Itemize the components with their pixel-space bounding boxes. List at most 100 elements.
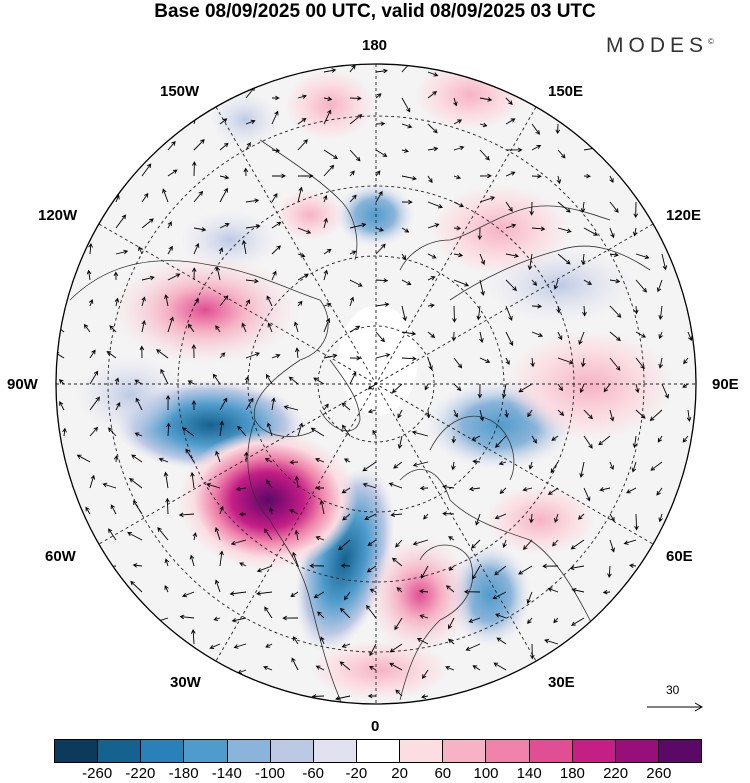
wind-vector-arrow bbox=[493, 662, 507, 671]
wind-vector-arrow bbox=[528, 461, 534, 470]
wind-vector-arrow bbox=[453, 145, 465, 151]
wind-vector-arrow bbox=[219, 505, 224, 515]
wind-vector-arrow bbox=[570, 539, 585, 550]
wind-vector-arrow bbox=[323, 269, 329, 281]
wind-vector-arrow bbox=[297, 94, 307, 99]
wind-vector-arrow bbox=[167, 221, 172, 229]
wind-vector-arrow bbox=[687, 331, 693, 342]
lon-label-60e: 60E bbox=[666, 548, 693, 565]
wind-vector-arrow bbox=[427, 253, 437, 259]
wind-vector-arrow bbox=[166, 422, 171, 437]
wind-vector-arrow bbox=[401, 279, 412, 286]
wind-vector-arrow bbox=[164, 585, 169, 593]
wind-vector-arrow bbox=[579, 383, 585, 394]
colorbar-tick-label: -100 bbox=[254, 765, 286, 782]
wind-vector-arrow bbox=[297, 139, 308, 151]
wind-vector-arrow bbox=[349, 170, 355, 177]
wind-vector-arrow bbox=[349, 355, 362, 361]
wind-vector-arrow bbox=[315, 536, 325, 541]
wind-vector-arrow bbox=[349, 371, 357, 385]
wind-vector-arrow bbox=[214, 527, 221, 541]
wind-vector-arrow bbox=[451, 461, 456, 471]
wind-vector-arrow bbox=[191, 344, 197, 359]
wind-vector-arrow bbox=[83, 323, 91, 333]
wind-vector-arrow bbox=[388, 482, 403, 489]
wind-vector-arrow bbox=[115, 249, 129, 255]
wind-vector-arrow bbox=[62, 427, 67, 437]
wind-vector-arrow bbox=[553, 617, 559, 624]
wind-vector-arrow bbox=[656, 487, 663, 496]
wind-vector-arrow bbox=[167, 245, 173, 255]
wind-vector-arrow bbox=[362, 461, 377, 472]
wind-vector-arrow bbox=[397, 435, 403, 450]
wind-vector-arrow bbox=[109, 325, 117, 333]
wind-vector-arrow bbox=[215, 325, 221, 333]
wind-vector-arrow bbox=[215, 266, 221, 281]
wind-vector-arrow bbox=[661, 383, 669, 399]
wind-vector-arrow bbox=[557, 409, 565, 416]
wind-vector-arrow bbox=[193, 139, 205, 151]
wind-vector-arrow bbox=[339, 661, 351, 671]
wind-vector-arrow bbox=[157, 527, 169, 541]
wind-vector-arrow bbox=[393, 461, 403, 469]
wind-vector-arrow bbox=[340, 563, 351, 569]
wind-vector-arrow bbox=[132, 563, 143, 568]
anomaly-high-canada bbox=[110, 255, 300, 365]
wind-vector-arrow bbox=[349, 222, 367, 229]
wind-vector-arrow bbox=[658, 513, 663, 523]
wind-vector-arrow bbox=[401, 64, 413, 73]
wind-vector-arrow bbox=[394, 617, 403, 631]
colorbar-tick-label: 20 bbox=[391, 765, 408, 782]
wind-vector-arrow bbox=[158, 457, 169, 463]
wind-vector-arrow bbox=[401, 97, 411, 113]
wind-vector-arrow bbox=[427, 331, 436, 339]
wind-vector-arrow bbox=[375, 93, 382, 99]
wind-vector-arrow bbox=[496, 637, 507, 645]
wind-vector-arrow bbox=[682, 383, 689, 388]
wind-vector-arrow bbox=[215, 450, 221, 463]
wind-vector-arrow bbox=[313, 377, 325, 385]
wind-vector-arrow bbox=[349, 279, 363, 287]
colorbar-tick-label: -180 bbox=[168, 765, 199, 782]
wind-vector-arrow bbox=[656, 279, 663, 293]
wind-vector-arrow bbox=[401, 305, 407, 322]
wind-vector-arrow bbox=[529, 201, 534, 216]
wind-vector-arrow bbox=[139, 345, 145, 359]
wind-vector-arrow bbox=[609, 409, 615, 422]
wind-vector-arrow bbox=[343, 591, 351, 601]
wind-vector-arrow bbox=[397, 409, 403, 419]
wind-vector-arrow bbox=[323, 353, 338, 359]
wind-vector-arrow bbox=[323, 403, 329, 411]
wind-vector-arrow bbox=[233, 643, 247, 649]
wind-vector-arrow bbox=[609, 331, 621, 342]
wind-vector-arrow bbox=[494, 565, 507, 576]
wind-vector-arrow bbox=[557, 383, 563, 392]
wind-vector-arrow bbox=[453, 225, 462, 231]
colorbar-tick-label: 100 bbox=[473, 765, 499, 782]
wind-vector-arrow bbox=[479, 409, 485, 422]
wind-vector-arrow bbox=[134, 432, 143, 437]
wind-vector-arrow bbox=[163, 471, 169, 489]
wind-vector-arrow bbox=[479, 331, 484, 344]
wind-vector-arrow bbox=[395, 539, 403, 548]
wind-vector-arrow bbox=[453, 201, 464, 208]
wind-vector-arrow bbox=[272, 95, 280, 101]
wind-vector-arrow bbox=[635, 279, 648, 293]
wind-vector-arrow bbox=[294, 475, 300, 489]
wind-vector-arrow bbox=[583, 173, 591, 179]
wind-vector-arrow bbox=[495, 613, 507, 619]
wind-vector-arrow bbox=[453, 174, 461, 180]
wind-vector-arrow bbox=[141, 319, 146, 333]
colorbar-swatch bbox=[615, 740, 659, 762]
wind-vector-arrow bbox=[522, 487, 533, 492]
wind-vector-arrow bbox=[263, 665, 273, 671]
wind-vector-arrow bbox=[531, 123, 540, 135]
wind-vector-arrow bbox=[531, 174, 542, 179]
wind-vector-arrow bbox=[448, 536, 455, 541]
wind-vector-arrow bbox=[178, 512, 195, 518]
wind-vector-arrow bbox=[557, 149, 566, 159]
wind-vector-arrow bbox=[412, 539, 429, 546]
wind-vector-arrow bbox=[367, 539, 377, 546]
wind-vector-arrow bbox=[89, 299, 94, 307]
wind-vector-arrow bbox=[182, 591, 195, 598]
